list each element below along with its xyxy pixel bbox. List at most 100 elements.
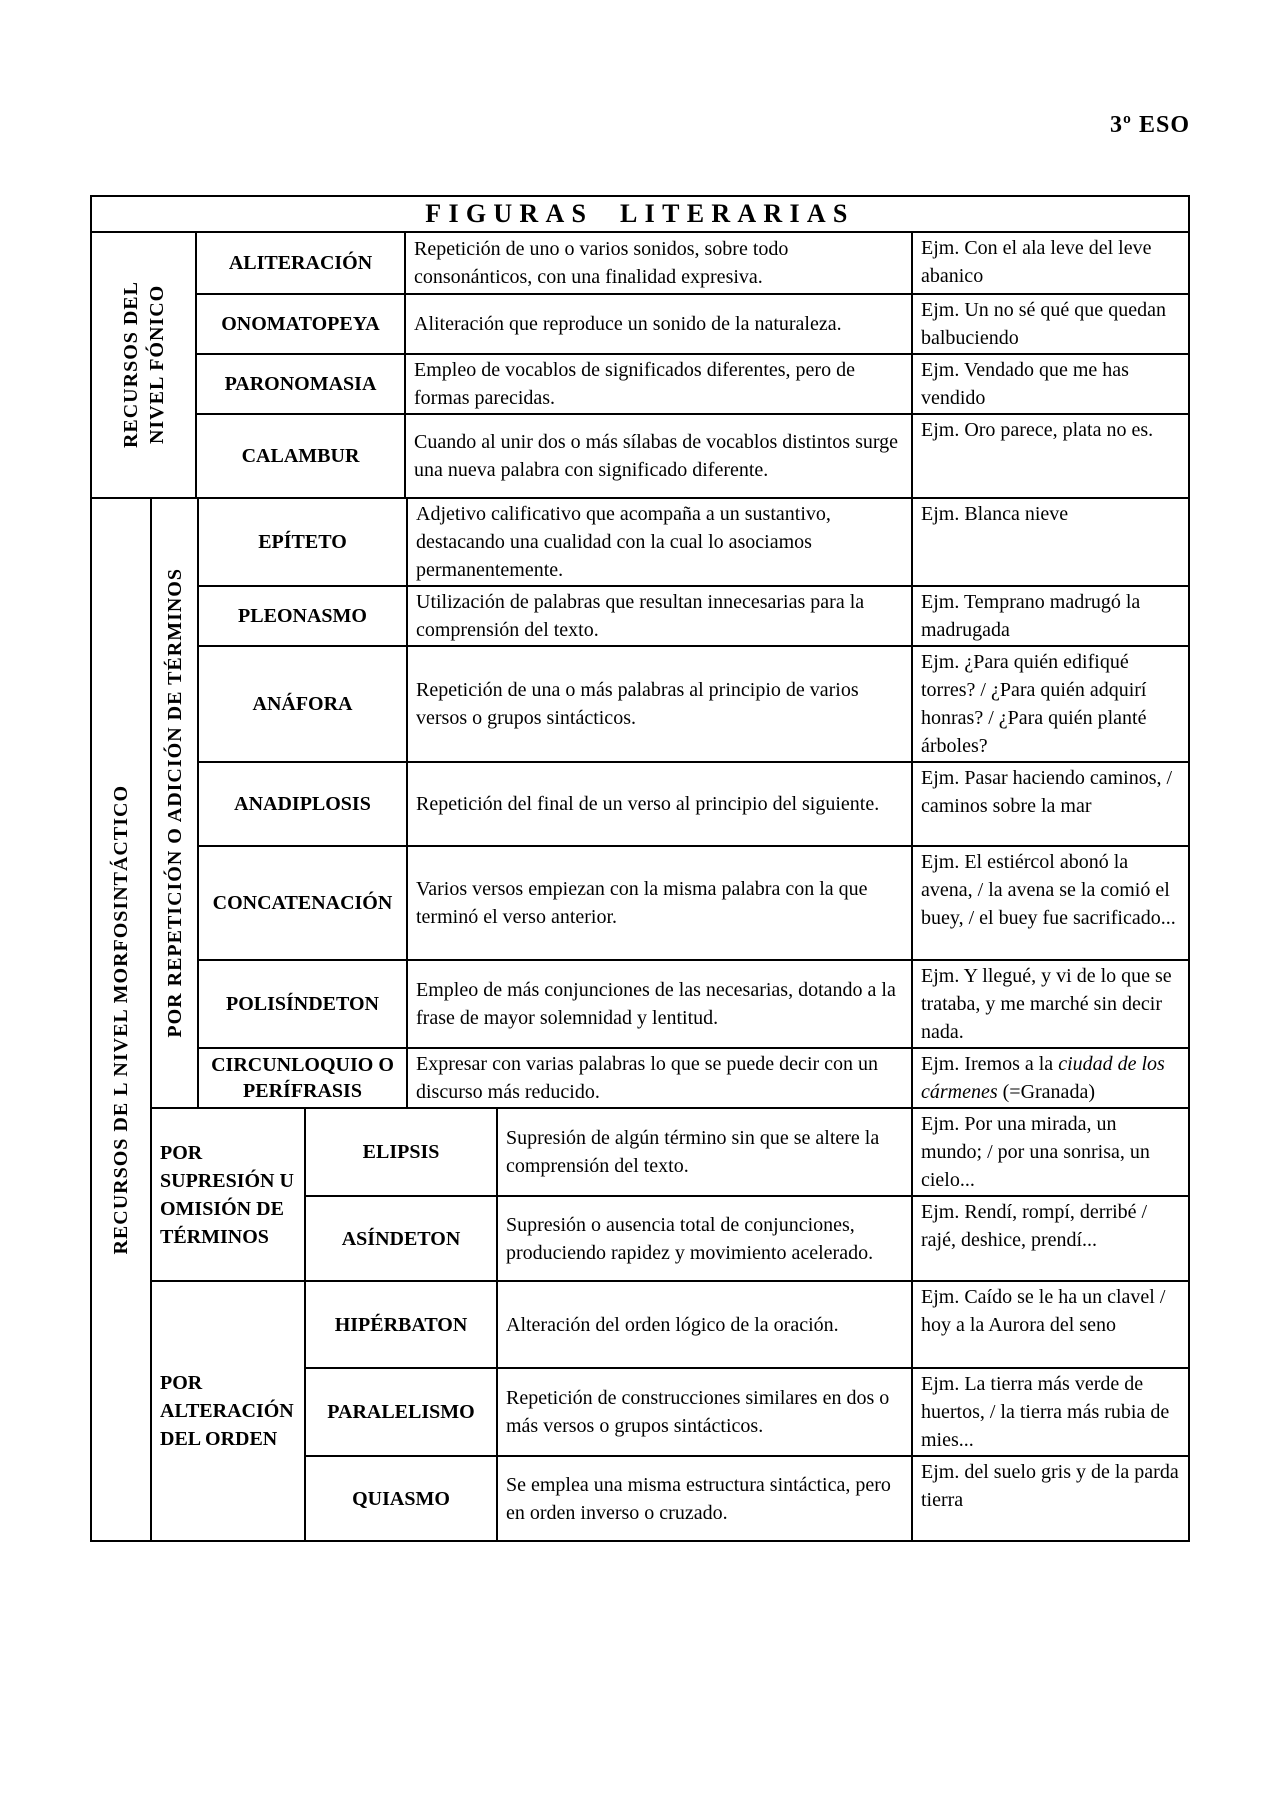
example-text: Ejm. Caído se le ha un clavel / hoy a la… bbox=[921, 1286, 1166, 1336]
example-cell: Ejm. Con el ala leve del leve abanico bbox=[911, 233, 1188, 293]
example-text: Ejm. Oro parece, plata no es. bbox=[921, 419, 1154, 441]
grade-label: 3º ESO bbox=[1110, 112, 1190, 138]
term-cell: ALITERACIÓN bbox=[197, 233, 404, 293]
example-text: Ejm. Temprano madrugó la madrugada bbox=[921, 591, 1141, 641]
term-cell: PARALELISMO bbox=[306, 1369, 496, 1455]
example-cell: Ejm. Oro parece, plata no es. bbox=[911, 415, 1188, 497]
phonic-header-line1: RECURSOS DEL bbox=[119, 281, 142, 449]
definition-text: Cuando al unir dos o más sílabas de voca… bbox=[414, 431, 899, 481]
example-text: Ejm. Iremos a la ciudad de los cármenes … bbox=[921, 1050, 1182, 1106]
term-label: HIPÉRBATON bbox=[334, 1313, 468, 1336]
term-label: EPÍTETO bbox=[258, 531, 347, 553]
term-label: ALITERACIÓN bbox=[228, 252, 373, 274]
term-cell: ASÍNDETON bbox=[306, 1197, 496, 1280]
example-segment: (=Granada) bbox=[997, 1081, 1095, 1103]
definition-text: Adjetivo calificativo que acompaña a un … bbox=[416, 503, 831, 581]
example-text: Ejm. Blanca nieve bbox=[921, 503, 1069, 525]
term-cell: HIPÉRBATON bbox=[306, 1282, 496, 1367]
term-cell: CIRCUNLOQUIO O PERÍFRASIS bbox=[199, 1049, 406, 1107]
definition-text: Empleo de vocablos de significados difer… bbox=[414, 359, 855, 409]
definition-cell: Repetición del final de un verso al prin… bbox=[406, 763, 911, 845]
term-label: CONCATENACIÓN bbox=[212, 892, 393, 914]
definition-cell: Repetición de una o más palabras al prin… bbox=[406, 647, 911, 761]
example-text: Ejm. Un no sé qué que quedan balbuciendo bbox=[921, 299, 1166, 349]
example-cell: Ejm. Iremos a la ciudad de los cármenes … bbox=[911, 1049, 1188, 1107]
phonic-header-line2: NIVEL FÓNICO bbox=[145, 285, 168, 445]
example-text: Ejm. El estiércol abonó la avena, / la a… bbox=[921, 851, 1176, 929]
example-cell: Ejm. del suelo gris y de la parda tierra bbox=[911, 1457, 1188, 1540]
definition-text: Repetición de uno o varios sonidos, sobr… bbox=[414, 238, 789, 288]
phonic-rows: ALITERACIÓN Repetición de uno o varios so… bbox=[195, 233, 1188, 497]
example-cell: Ejm. Pasar haciendo caminos, / caminos s… bbox=[911, 763, 1188, 845]
table-row: CONCATENACIÓN Varios versos empiezan con … bbox=[199, 845, 1188, 959]
example-text: Ejm. Pasar haciendo caminos, / caminos s… bbox=[921, 767, 1173, 817]
term-cell: POLISÍNDETON bbox=[199, 961, 406, 1047]
repetition-rows: EPÍTETO Adjetivo calificativo que acompañ… bbox=[197, 499, 1188, 1107]
section-phonic-level: RECURSOS DEL NIVEL FÓNICO ALITERACIÓN Rep… bbox=[92, 233, 1188, 497]
subsection-suppression: POR SUPRESIÓN U OMISIÓN DE TÉRMINOS ELIP… bbox=[152, 1107, 1188, 1280]
morpho-level-header-cell: RECURSOS DE L NIVEL MORFOSINTÁCTICO bbox=[92, 499, 150, 1540]
document-page: 3º ESO FIGURAS LITERARIAS RECURSOS DEL N… bbox=[90, 112, 1190, 1542]
repetition-header-cell: POR REPETICIÓN O ADICIÓN DE TÉRMINOS bbox=[152, 499, 197, 1107]
example-cell: Ejm. Por una mirada, un mundo; / por una… bbox=[911, 1109, 1188, 1195]
table-row: HIPÉRBATON Alteración del orden lógico de… bbox=[306, 1282, 1188, 1367]
term-cell: QUIASMO bbox=[306, 1457, 496, 1540]
table-row: ALITERACIÓN Repetición de uno o varios so… bbox=[197, 233, 1188, 293]
definition-cell: Empleo de vocablos de significados difer… bbox=[404, 355, 911, 413]
phonic-level-header: RECURSOS DEL NIVEL FÓNICO bbox=[118, 281, 170, 448]
example-italic-segment: ciudad de los cármenes bbox=[921, 1053, 1165, 1103]
definition-text: Utilización de palabras que resultan inn… bbox=[416, 591, 865, 641]
subsection-repetition: POR REPETICIÓN O ADICIÓN DE TÉRMINOS EPÍ… bbox=[152, 499, 1188, 1107]
term-cell: CALAMBUR bbox=[197, 415, 404, 497]
term-label: CIRCUNLOQUIO O PERÍFRASIS bbox=[211, 1054, 394, 1102]
definition-cell: Repetición de uno o varios sonidos, sobr… bbox=[404, 233, 911, 293]
suppression-header: POR SUPRESIÓN U OMISIÓN DE TÉRMINOS bbox=[160, 1141, 294, 1248]
table-row: ANADIPLOSIS Repetición del final de un ve… bbox=[199, 761, 1188, 845]
term-cell: ONOMATOPEYA bbox=[197, 295, 404, 353]
definition-cell: Adjetivo calificativo que acompaña a un … bbox=[406, 499, 911, 585]
order-header: POR ALTERACIÓN DEL ORDEN bbox=[160, 1372, 294, 1450]
term-cell: CONCATENACIÓN bbox=[199, 847, 406, 959]
example-text: Ejm. Y llegué, y vi de lo que se trataba… bbox=[921, 965, 1172, 1043]
definition-cell: Cuando al unir dos o más sílabas de voca… bbox=[404, 415, 911, 497]
term-label: PLEONASMO bbox=[238, 605, 367, 627]
definition-text: Empleo de más conjunciones de las necesa… bbox=[416, 979, 896, 1029]
definition-cell: Supresión de algún término sin que se al… bbox=[496, 1109, 911, 1195]
example-text: Ejm. Rendí, rompí, derribé / rajé, deshi… bbox=[921, 1201, 1148, 1251]
definition-text: Se emplea una misma estructura sintáctic… bbox=[506, 1473, 891, 1524]
example-cell: Ejm. El estiércol abonó la avena, / la a… bbox=[911, 847, 1188, 959]
table-row: CALAMBUR Cuando al unir dos o más sílabas… bbox=[197, 413, 1188, 497]
definition-cell: Se emplea una misma estructura sintáctic… bbox=[496, 1457, 911, 1540]
definition-text: Repetición del final de un verso al prin… bbox=[416, 793, 880, 815]
term-label: PARONOMASIA bbox=[224, 373, 377, 395]
table-row: POLISÍNDETON Empleo de más conjunciones d… bbox=[199, 959, 1188, 1047]
term-label: QUIASMO bbox=[352, 1487, 450, 1510]
definition-text: Repetición de construcciones similares e… bbox=[506, 1387, 890, 1437]
term-cell: PARONOMASIA bbox=[197, 355, 404, 413]
term-label: ELIPSIS bbox=[362, 1141, 440, 1163]
term-cell: ELIPSIS bbox=[306, 1109, 496, 1195]
definition-text: Expresar con varias palabras lo que se p… bbox=[416, 1053, 879, 1103]
order-rows: HIPÉRBATON Alteración del orden lógico de… bbox=[304, 1282, 1188, 1540]
definition-cell: Empleo de más conjunciones de las necesa… bbox=[406, 961, 911, 1047]
morpho-level-header: RECURSOS DE L NIVEL MORFOSINTÁCTICO bbox=[110, 784, 132, 1255]
subsection-order: POR ALTERACIÓN DEL ORDEN HIPÉRBATON Alter… bbox=[152, 1280, 1188, 1540]
definition-cell: Supresión o ausencia total de conjuncion… bbox=[496, 1197, 911, 1280]
definition-cell: Varios versos empiezan con la misma pala… bbox=[406, 847, 911, 959]
definition-text: Supresión de algún término sin que se al… bbox=[506, 1127, 880, 1177]
term-cell: ANÁFORA bbox=[199, 647, 406, 761]
table-row: ELIPSIS Supresión de algún término sin qu… bbox=[306, 1109, 1188, 1195]
term-label: POLISÍNDETON bbox=[225, 993, 379, 1015]
term-label: PARALELISMO bbox=[327, 1401, 475, 1423]
example-text: Ejm. Por una mirada, un mundo; / por una… bbox=[921, 1113, 1150, 1191]
table-row: ONOMATOPEYA Aliteración que reproduce un … bbox=[197, 293, 1188, 353]
term-label: ANADIPLOSIS bbox=[234, 793, 371, 815]
definition-text: Alteración del orden lógico de la oració… bbox=[506, 1313, 839, 1336]
term-label: ANÁFORA bbox=[252, 693, 353, 715]
example-cell: Ejm. La tierra más verde de huertos, / l… bbox=[911, 1369, 1188, 1455]
example-text: Ejm. del suelo gris y de la parda tierra bbox=[921, 1461, 1179, 1511]
section-morpho-level: RECURSOS DE L NIVEL MORFOSINTÁCTICO POR … bbox=[92, 497, 1188, 1540]
morpho-content: POR REPETICIÓN O ADICIÓN DE TÉRMINOS EPÍ… bbox=[150, 499, 1188, 1540]
repetition-header: POR REPETICIÓN O ADICIÓN DE TÉRMINOS bbox=[163, 568, 186, 1038]
term-label: ASÍNDETON bbox=[341, 1227, 461, 1250]
